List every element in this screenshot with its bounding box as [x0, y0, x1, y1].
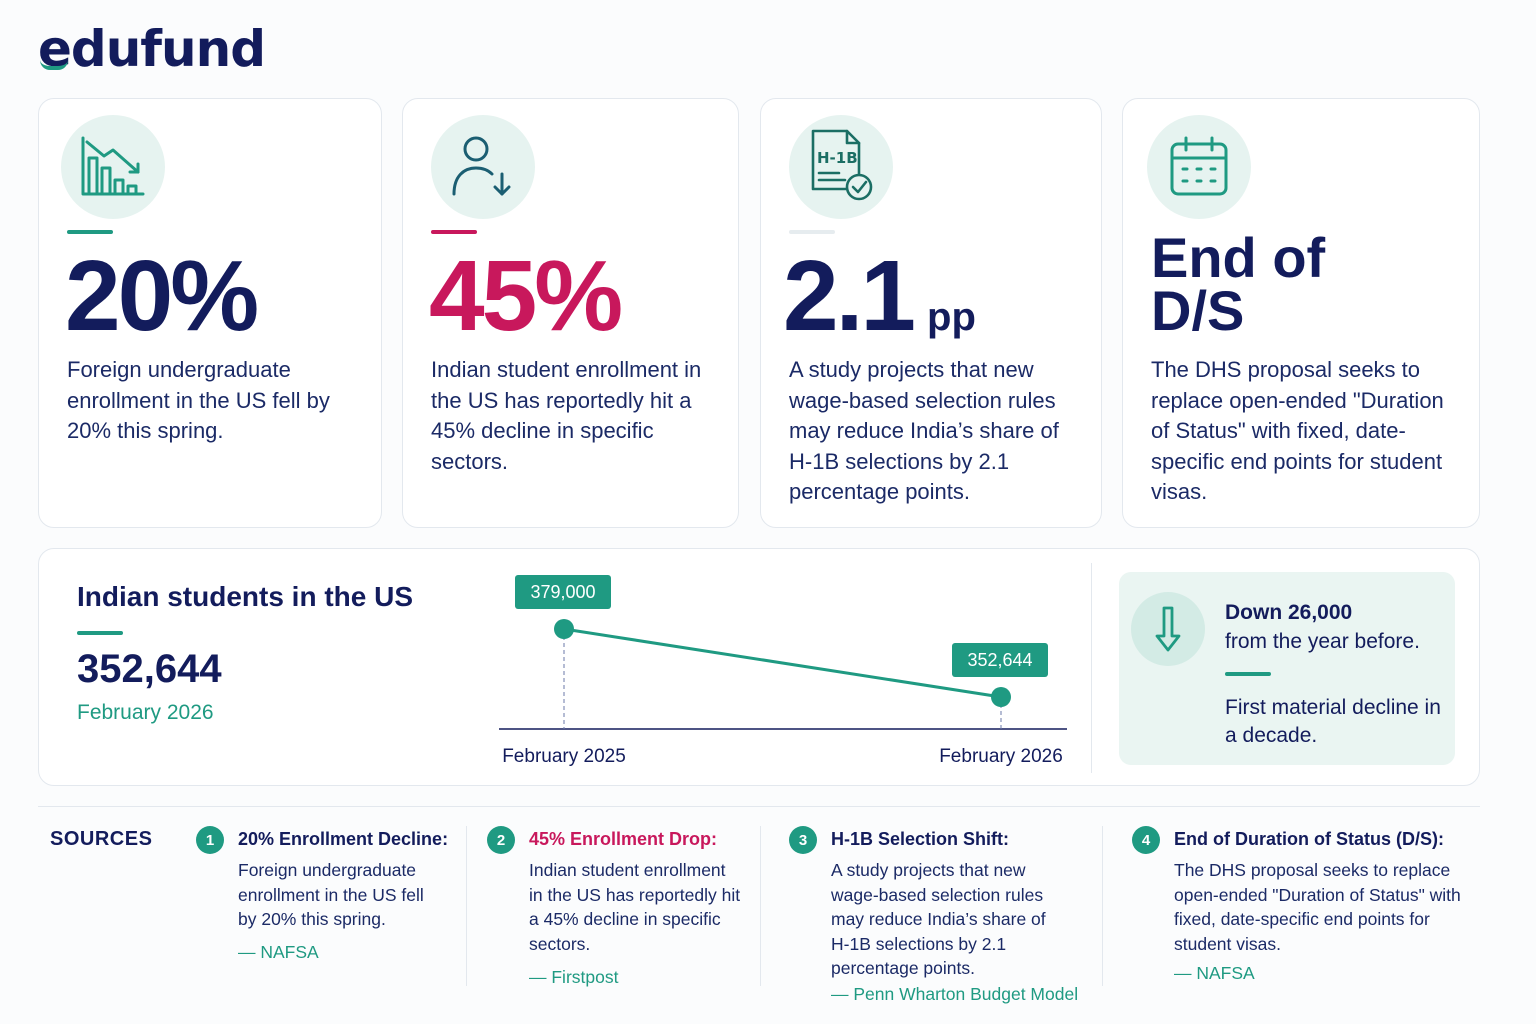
source-number: 3 [789, 826, 817, 854]
source-body: Indian student enrollment in the US has … [529, 860, 741, 954]
chart-data-label-box [515, 575, 611, 609]
stat-unit: pp [927, 295, 976, 339]
stat-value: End of D/S [1151, 226, 1326, 342]
source-cite: — Penn Wharton Budget Model [831, 984, 1079, 1004]
chart-series-line [563, 627, 1002, 699]
callout-headline: Down 26,000 [1225, 601, 1353, 624]
chart-data-point [554, 619, 574, 639]
source-heading: 20% Enrollment Decline: [238, 829, 449, 849]
stat-description: Indian student enrollment in the US has … [431, 357, 702, 474]
stat-description: The DHS proposal seeks to replace open-e… [1151, 357, 1444, 504]
source-body: The DHS proposal seeks to replace open-e… [1174, 860, 1461, 954]
stat-description: A study projects that new wage-based sel… [789, 357, 1059, 504]
stat-card-indian-enrollment-drop: 45% Indian student enrollment in the US … [402, 98, 739, 528]
trend-title: Indian students in the US [77, 581, 414, 612]
source-body: A study projects that new wage-based sel… [831, 860, 1046, 978]
source-heading: 45% Enrollment Drop: [529, 829, 718, 849]
stat-card-h1b-selection: H-1B 2.1 pp A study projects that new wag… [760, 98, 1102, 528]
source-heading: H-1B Selection Shift: [831, 829, 1010, 849]
trend-current-value: 352,644 [77, 647, 222, 691]
stat-value: 2.1 [783, 240, 916, 352]
chart-data-label: 379,000 [530, 582, 595, 602]
source-divider [1102, 826, 1103, 986]
accent-bar [1225, 672, 1271, 676]
source-body: Foreign undergraduate enrollment in the … [238, 860, 424, 929]
callout-main-rest: from the year before. [1225, 630, 1420, 653]
source-number: 1 [196, 826, 224, 854]
accent-bar-pink [431, 230, 477, 234]
source-divider [466, 826, 467, 986]
accent-bar [67, 230, 113, 234]
chart-data-label-box [952, 643, 1048, 677]
source-number: 4 [1132, 826, 1160, 854]
accent-bar-grey [789, 230, 835, 234]
stat-card-end-of-ds: End of D/S The DHS proposal seeks to rep… [1122, 98, 1480, 528]
decline-callout: Down 26,000 from the year before. First m… [1119, 572, 1455, 765]
stat-value-row: 2.1 pp [783, 241, 976, 351]
source-number: 2 [487, 826, 515, 854]
chart-data-label: 352,644 [967, 650, 1032, 670]
panel-divider [1091, 563, 1092, 773]
down-arrow-icon [1131, 592, 1205, 666]
source-heading: End of Duration of Status (D/S): [1174, 829, 1444, 849]
source-cite: — Firstpost [529, 967, 619, 987]
chart-data-point [991, 687, 1011, 707]
svg-text:H-1B: H-1B [817, 149, 858, 167]
source-cite: — NAFSA [238, 942, 319, 962]
calendar-icon [1147, 115, 1251, 219]
accent-bar [77, 631, 123, 635]
declining-bar-chart-icon [61, 115, 165, 219]
person-down-arrow-icon [431, 115, 535, 219]
sources-title: SOURCES [50, 828, 153, 850]
callout-sub: First material decline in a decade. [1225, 696, 1441, 747]
stat-value: 45% [429, 240, 623, 352]
edufund-logo: edufund [38, 20, 266, 78]
stat-description: Foreign undergraduate enrollment in the … [67, 357, 330, 443]
logo-swoosh [40, 60, 68, 70]
stat-card-undergrad-decline: 20% Foreign undergraduate enrollment in … [38, 98, 382, 528]
source-divider [760, 826, 761, 986]
sources-rule [38, 806, 1480, 807]
callout-main: Down 26,000 from the year before. [1225, 598, 1447, 656]
trend-line-chart: 379,000 February 2025 352,644 February 2026 [499, 575, 1067, 767]
stat-value: 20% [65, 240, 259, 352]
chart-x-tick-label: February 2026 [939, 746, 1063, 767]
trend-panel: Indian students in the US 352,644 Februa… [38, 548, 1480, 786]
source-cite: — NAFSA [1174, 963, 1255, 983]
h1b-document-check-icon: H-1B [789, 115, 893, 219]
chart-x-tick-label: February 2025 [502, 746, 626, 767]
trend-current-date: February 2026 [77, 701, 214, 724]
